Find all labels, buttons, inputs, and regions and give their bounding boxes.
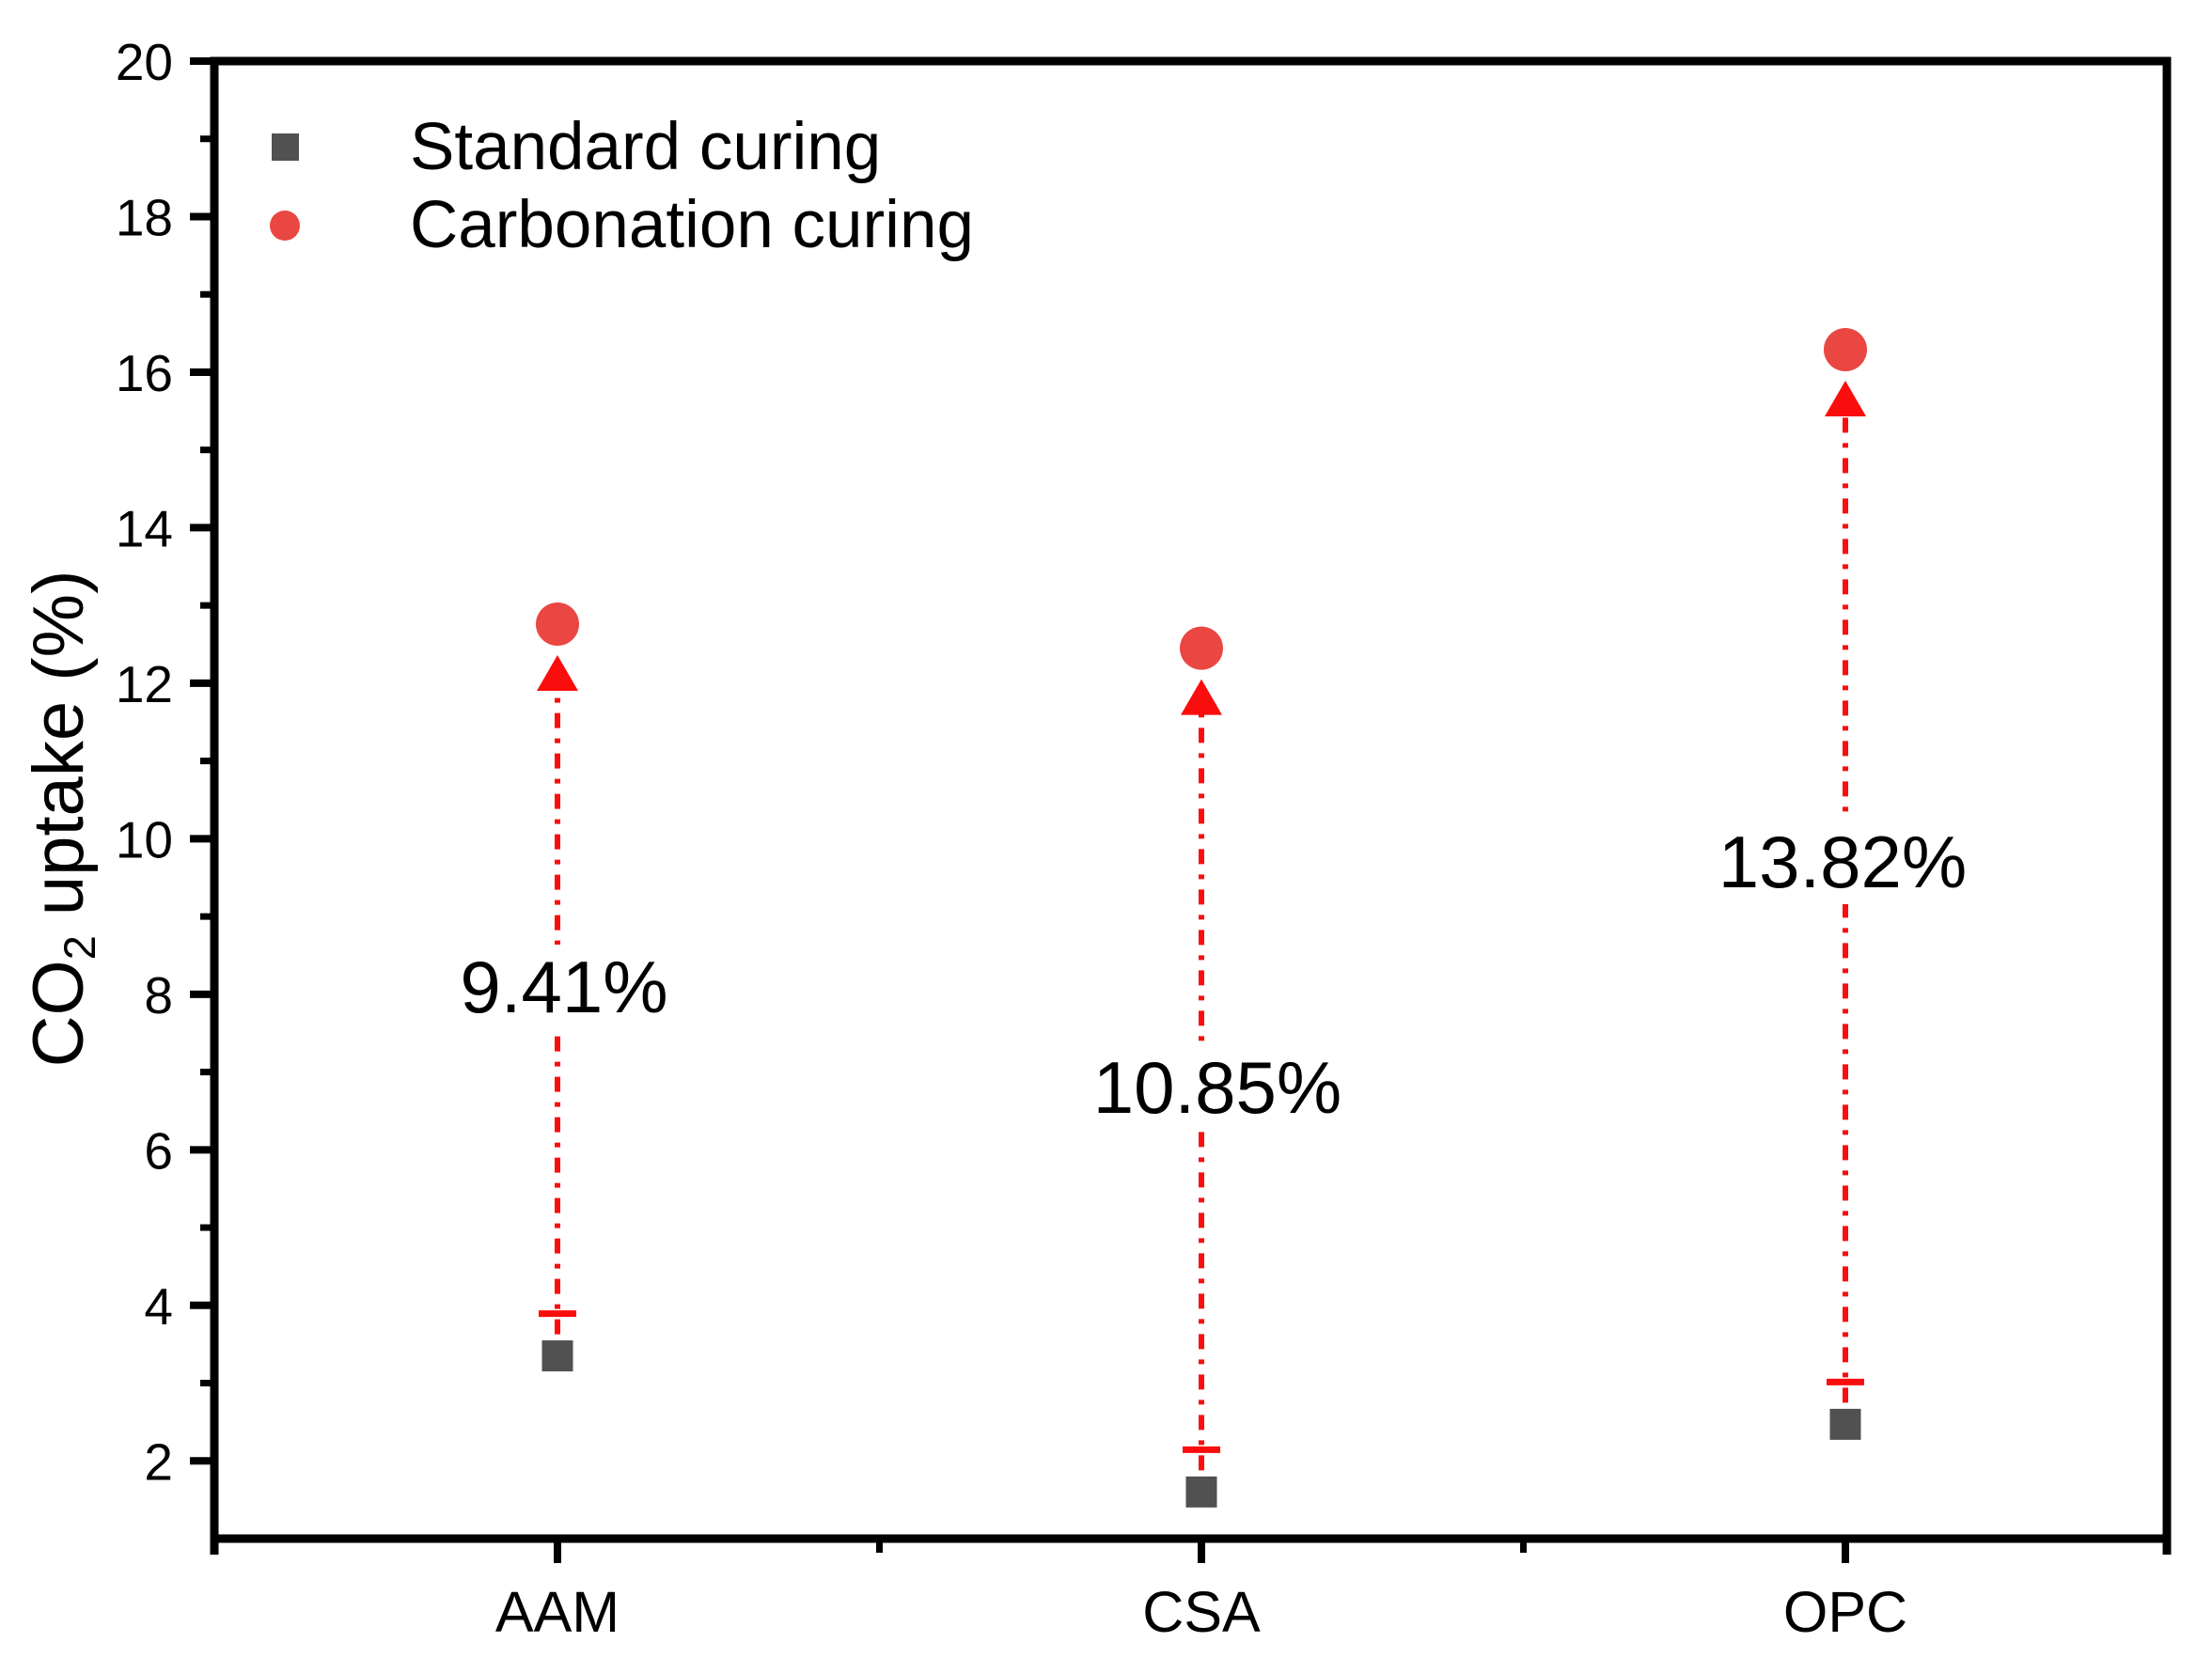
plot-frame <box>210 56 2172 1543</box>
carbonation-curing-point <box>536 602 579 647</box>
x-tick-label: OPC <box>1783 1580 1907 1644</box>
legend-label: Standard curing <box>410 110 882 184</box>
circle-marker-icon <box>270 210 300 241</box>
standard-curing-point <box>541 1340 573 1372</box>
y-tick-label: 16 <box>116 344 173 402</box>
carbonation-curing-point <box>1824 327 1867 371</box>
y-axis-title-suffix: uptake (%) <box>19 570 99 936</box>
y-tick-label: 4 <box>144 1277 173 1336</box>
y-tick-label: 12 <box>116 655 173 713</box>
legend-marker-box <box>263 210 306 241</box>
standard-curing-point <box>1185 1476 1217 1508</box>
y-tick-label: 14 <box>116 499 173 557</box>
legend-item-standard-curing: Standard curing <box>263 108 974 186</box>
x-tick-label: CSA <box>1142 1580 1261 1644</box>
carbonation-curing-point <box>1180 626 1223 670</box>
standard-curing-point <box>1829 1408 1861 1440</box>
legend: Standard curing Carbonation curing <box>263 108 974 264</box>
arrow-head <box>537 655 578 692</box>
arrow-head <box>1825 380 1866 416</box>
annotation-diff-opc: 13.82% <box>1708 820 1977 905</box>
y-tick-label: 2 <box>144 1432 173 1491</box>
legend-marker-box <box>263 133 306 161</box>
y-tick-label: 20 <box>116 33 173 91</box>
legend-item-carbonation-curing: Carbonation curing <box>263 186 974 264</box>
annotation-diff-csa: 10.85% <box>1083 1045 1352 1131</box>
y-tick-label: 8 <box>144 966 173 1025</box>
square-marker-icon <box>271 133 299 161</box>
y-axis-title-prefix: CO <box>19 960 99 1068</box>
y-tick-label: 18 <box>116 188 173 246</box>
x-tick-label: AAM <box>495 1580 620 1644</box>
y-tick-label: 10 <box>116 810 173 868</box>
y-axis-title: CO2 uptake (%) <box>19 571 104 1068</box>
annotation-diff-aam: 9.41% <box>450 944 678 1029</box>
y-tick-label: 6 <box>144 1121 173 1180</box>
arrow-head <box>1181 679 1222 715</box>
legend-label: Carbonation curing <box>410 188 974 262</box>
y-axis-title-subscript: 2 <box>55 935 105 961</box>
